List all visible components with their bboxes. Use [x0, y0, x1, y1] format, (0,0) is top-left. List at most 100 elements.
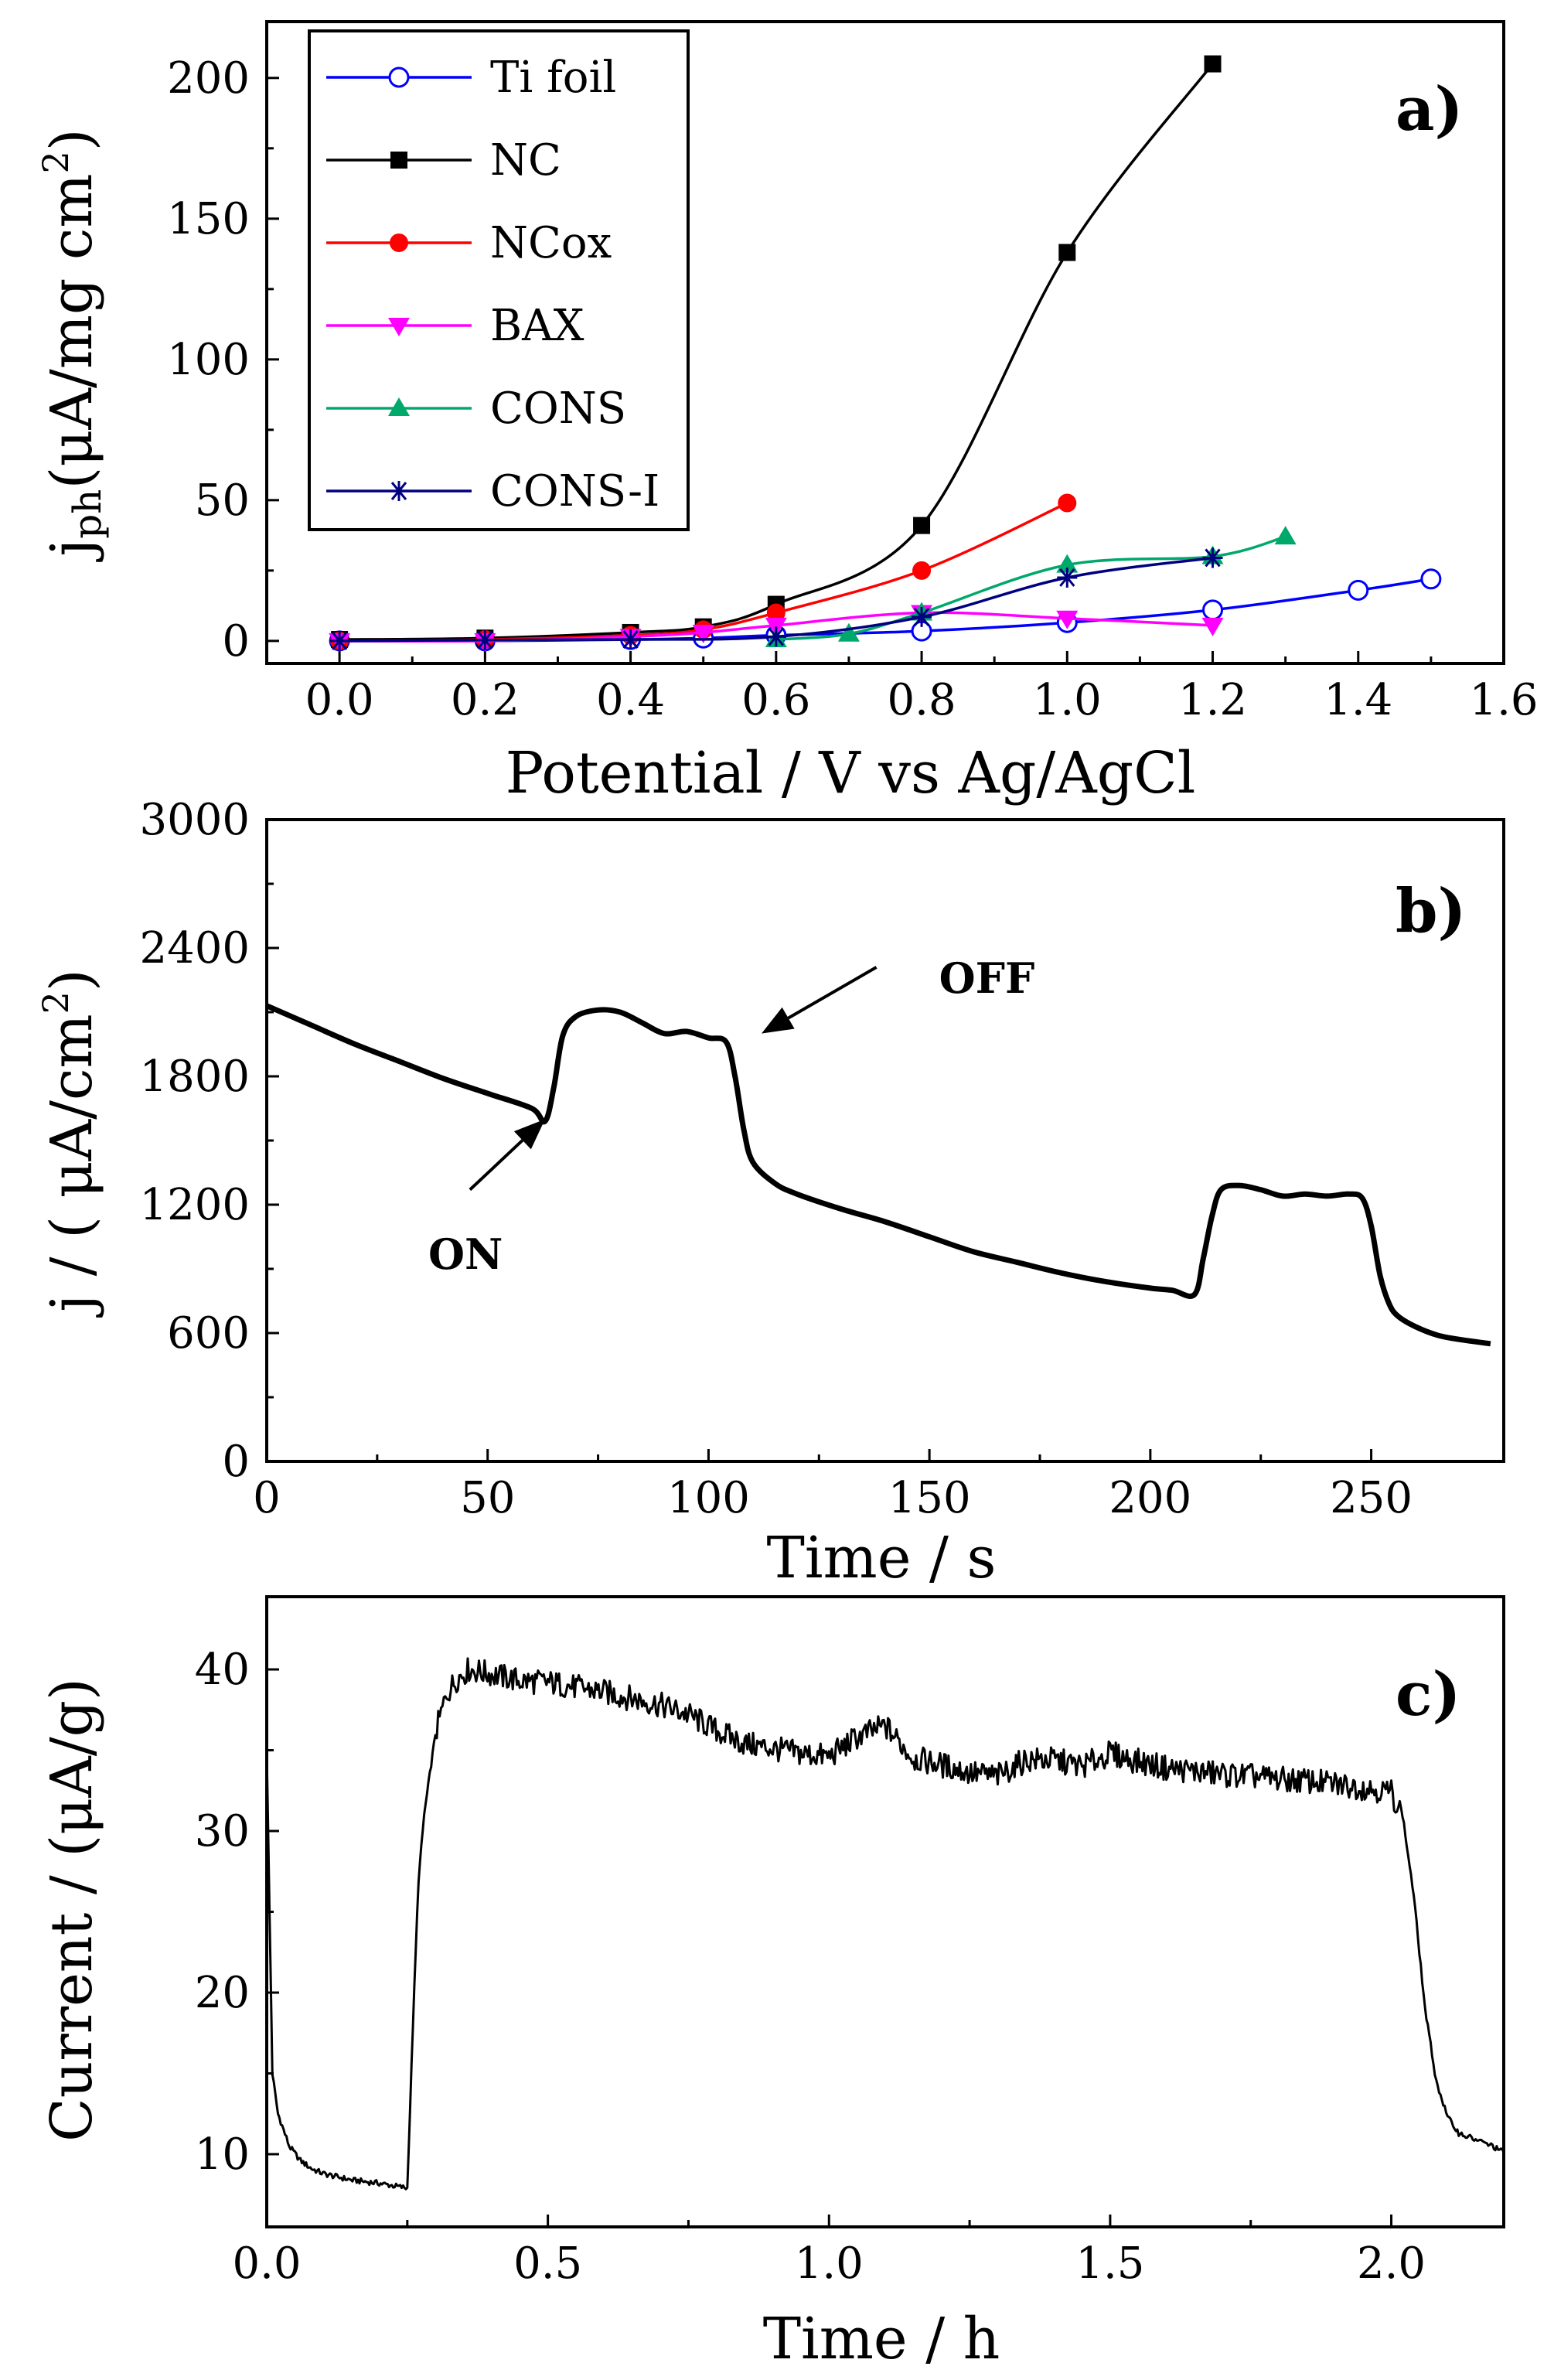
legend-entry-cons-i: CONS-I [326, 466, 659, 517]
panel-a: 0.0 0.2 0.4 0.6 0.8 1.0 1.2 1.4 1.6050100150200 … [35, 20, 1539, 806]
panel-a-axes: 0.0 0.2 0.4 0.6 0.8 1.0 1.2 1.4 1.6 0 50 100 150 200 [167, 53, 1538, 725]
data-point-cons-i-5 [1057, 567, 1078, 588]
x-tick-label-b-5: 250 [1330, 1473, 1413, 1523]
legend-entry-nc: NC [326, 135, 561, 186]
panel-c: 0.0 0.5 1.0 1.5 2.0 10 20 30 40 c) Time / h Curr… [39, 1595, 1505, 2372]
panel-a-ylabel: jph(μA/mg cm2) [35, 128, 110, 562]
data-point-ti-foil-8 [1348, 579, 1369, 601]
panel-a-label: a) [1396, 74, 1463, 145]
data-point-bax-3 [692, 624, 714, 643]
x-tick-label-b-2: 100 [667, 1473, 750, 1523]
data-point-cons-i-4 [912, 606, 932, 627]
annotation-arrow-off [787, 966, 878, 1020]
x-tick-label-a-4: 0.8 [888, 675, 956, 725]
x-tick-label-a-3: 0.6 [741, 675, 810, 725]
x-tick-label-a-0: 0.0 [305, 675, 374, 725]
panel-b-xlabel: Time / s [767, 1525, 997, 1591]
panel-c-series [265, 1657, 1505, 2191]
y-tick-label-b-2: 1200 [139, 1180, 250, 1230]
panel-a-ylabel-sup: 2 [35, 151, 77, 173]
data-point-cons-i-3 [765, 626, 786, 647]
series-cons-i [329, 547, 1223, 651]
y-tick-label-a-3: 150 [167, 194, 250, 244]
y-tick-label-c-3: 40 [195, 1645, 250, 1695]
data-point-ti-foil-7 [1202, 599, 1224, 621]
y-tick-label-b-4: 2400 [139, 923, 250, 973]
legend-entry-bax: BAX [326, 301, 584, 351]
legend-label-cons: CONS [490, 384, 626, 434]
legend-label-ncox: NCox [490, 218, 612, 268]
x-tick-label-c-4: 2.0 [1357, 2238, 1426, 2289]
panel-a-series [329, 55, 1442, 652]
legend-label-nc: NC [490, 135, 561, 186]
legend-marker-bax [388, 318, 410, 336]
x-tick-label-c-3: 1.5 [1075, 2238, 1144, 2289]
y-tick-label-a-4: 200 [167, 53, 250, 104]
data-point-cons-i-0 [329, 630, 350, 651]
annotation-arrow-on [469, 1139, 524, 1192]
panel-b-ylabel-end: ) [39, 969, 105, 991]
legend-marker-cons [388, 397, 410, 416]
panel-b: 0 50 100 150 200 250 0 600 1200 1800 2400 3000 ON OF… [35, 795, 1505, 1591]
legend-entry-cons: CONS [326, 384, 626, 434]
y-tick-label-c-1: 20 [195, 1968, 250, 2018]
x-tick-label-c-0: 0.0 [232, 2238, 301, 2289]
annotation-on: ON [428, 1229, 503, 1279]
panel-b-axes: 0 50 100 150 200 250 0 600 1200 1800 2400 3000 [139, 795, 1413, 1523]
data-point-ncox-6 [1058, 493, 1077, 513]
panel-a-ylabel-end: ) [39, 128, 105, 151]
y-tick-label-b-1: 600 [167, 1308, 250, 1359]
data-point-ncox-5 [912, 561, 932, 580]
x-tick-label-a-2: 0.4 [596, 675, 665, 725]
panel-c-xlabel: Time / h [763, 2306, 1000, 2372]
x-tick-label-c-2: 1.0 [795, 2238, 864, 2289]
data-point-bax-7 [1201, 617, 1224, 636]
data-point-nc-7 [1204, 55, 1222, 73]
panel-c-ylabel: Current / (μA/g) [39, 1678, 105, 2142]
data-point-cons-i-1 [475, 629, 496, 650]
panel-a-ylabel-sub: ph [65, 489, 110, 539]
legend-label-bax: BAX [490, 301, 584, 351]
x-tick-label-a-8: 1.6 [1469, 675, 1538, 725]
panel-b-label: b) [1396, 876, 1466, 946]
legend-label-cons-i: CONS-I [490, 466, 659, 517]
legend-box [308, 29, 690, 531]
legend-label-ti-foil: Ti foil [490, 53, 616, 103]
data-point-cons-1 [837, 622, 860, 642]
y-tick-label-c-0: 10 [195, 2129, 250, 2180]
panel-a-ylabel-rest: (μA/mg cm [39, 173, 105, 489]
panel-c-axes: 0.0 0.5 1.0 1.5 2.0 10 20 30 40 [195, 1645, 1426, 2289]
data-point-cons-5 [1274, 526, 1297, 545]
panel-c-label: c) [1396, 1659, 1460, 1730]
panel-b-annotations: ON OFF [428, 953, 1034, 1279]
y-tick-label-a-2: 100 [167, 335, 250, 385]
y-tick-label-c-2: 30 [195, 1806, 250, 1857]
x-tick-label-c-1: 0.5 [513, 2238, 582, 2289]
x-tick-label-b-1: 50 [460, 1473, 515, 1523]
data-point-nc-6 [1058, 244, 1076, 261]
data-point-bax-6 [1056, 610, 1079, 629]
data-point-cons-i-2 [620, 629, 641, 650]
y-tick-label-a-1: 50 [195, 476, 250, 526]
x-tick-label-a-5: 1.0 [1033, 675, 1102, 725]
data-point-nc-5 [913, 517, 931, 534]
annotation-arrowhead-off [762, 1007, 795, 1034]
data-point-cons-i-6 [1202, 547, 1223, 568]
panel-a-xlabel: Potential / V vs Ag/AgCl [506, 740, 1196, 806]
x-tick-label-a-1: 0.2 [451, 675, 520, 725]
legend-marker-cons-i [389, 481, 409, 501]
panel-b-ylabel: j / ( μA/cm2) [35, 969, 105, 1318]
x-tick-label-a-7: 1.4 [1324, 675, 1392, 725]
series-line-current-density [265, 1003, 1491, 1347]
x-tick-label-b-3: 150 [888, 1473, 971, 1523]
x-tick-label-a-6: 1.2 [1178, 675, 1247, 725]
panel-b-ylabel-main: j / ( μA/cm [39, 1014, 105, 1318]
y-tick-label-b-5: 3000 [139, 795, 250, 845]
legend-marker-nc [390, 152, 407, 169]
x-tick-label-b-4: 200 [1109, 1473, 1191, 1523]
legend-entry-ti-foil: Ti foil [326, 53, 616, 103]
legend-marker-ncox [390, 234, 408, 252]
panel-b-ylabel-sup: 2 [35, 991, 77, 1014]
legend-entry-ncox: NCox [326, 218, 612, 268]
